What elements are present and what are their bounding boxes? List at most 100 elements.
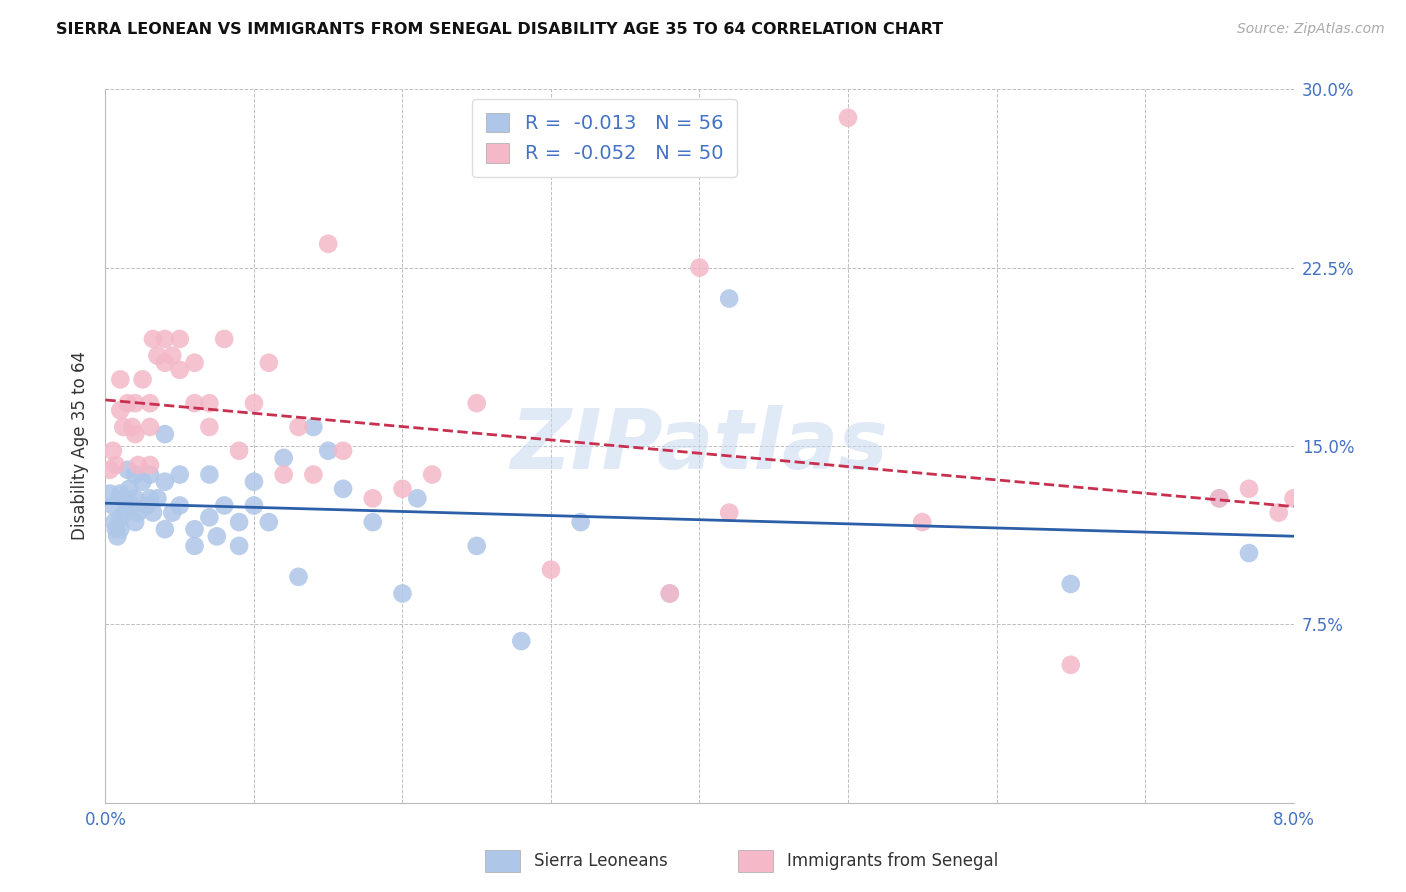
Point xyxy=(169,499,191,513)
Point xyxy=(689,260,711,275)
Point xyxy=(117,463,139,477)
Point xyxy=(406,491,429,506)
Point xyxy=(1267,506,1289,520)
Point xyxy=(124,427,146,442)
Point xyxy=(287,420,309,434)
Point xyxy=(316,443,339,458)
Point xyxy=(131,475,153,489)
Point xyxy=(465,539,488,553)
Point xyxy=(837,111,859,125)
Point xyxy=(146,349,169,363)
Point xyxy=(142,332,165,346)
Point xyxy=(420,467,443,482)
Point xyxy=(465,396,488,410)
Point xyxy=(117,396,139,410)
Point xyxy=(142,506,165,520)
Point xyxy=(332,443,354,458)
Point xyxy=(332,482,354,496)
Point xyxy=(183,522,205,536)
Point xyxy=(139,420,162,434)
Point xyxy=(243,396,266,410)
Text: ZIPatlas: ZIPatlas xyxy=(510,406,889,486)
Point xyxy=(131,372,153,386)
Point xyxy=(153,356,176,370)
Point xyxy=(228,515,250,529)
Point xyxy=(257,356,280,370)
Point xyxy=(361,491,384,506)
Point xyxy=(273,467,295,482)
Point xyxy=(391,586,413,600)
Point xyxy=(98,486,121,500)
Point xyxy=(169,332,191,346)
Text: Source: ZipAtlas.com: Source: ZipAtlas.com xyxy=(1237,22,1385,37)
Point xyxy=(114,506,136,520)
Point xyxy=(510,634,533,648)
Point xyxy=(198,396,221,410)
Point xyxy=(153,475,176,489)
Point xyxy=(243,499,266,513)
Point xyxy=(1208,491,1230,506)
Point xyxy=(273,450,295,465)
Point xyxy=(101,499,124,513)
Point xyxy=(110,522,132,536)
Point xyxy=(146,491,169,506)
Point xyxy=(718,506,741,520)
Point xyxy=(121,420,143,434)
Point xyxy=(1237,546,1260,560)
Point xyxy=(124,396,146,410)
Point xyxy=(183,539,205,553)
Point xyxy=(110,403,132,417)
Point xyxy=(139,396,162,410)
Point xyxy=(162,506,184,520)
Point xyxy=(243,475,266,489)
Point xyxy=(1060,577,1083,591)
Point xyxy=(104,458,127,472)
Legend: R =  -0.013   N = 56, R =  -0.052   N = 50: R = -0.013 N = 56, R = -0.052 N = 50 xyxy=(472,99,737,177)
Point xyxy=(1282,491,1305,506)
Point xyxy=(110,510,132,524)
Point xyxy=(98,463,121,477)
Point xyxy=(1208,491,1230,506)
Point xyxy=(112,420,135,434)
Point xyxy=(183,356,205,370)
Point xyxy=(104,522,127,536)
Point xyxy=(153,427,176,442)
Point xyxy=(169,363,191,377)
Point xyxy=(391,482,413,496)
Point xyxy=(121,499,143,513)
Point xyxy=(287,570,309,584)
Point xyxy=(153,332,176,346)
Point xyxy=(205,529,228,543)
Point xyxy=(169,467,191,482)
Point xyxy=(124,467,146,482)
Point xyxy=(101,443,124,458)
Text: SIERRA LEONEAN VS IMMIGRANTS FROM SENEGAL DISABILITY AGE 35 TO 64 CORRELATION CH: SIERRA LEONEAN VS IMMIGRANTS FROM SENEGA… xyxy=(56,22,943,37)
Point xyxy=(569,515,592,529)
Point xyxy=(1060,657,1083,672)
Point xyxy=(103,515,125,529)
Point xyxy=(316,236,339,251)
Point xyxy=(540,563,562,577)
Point xyxy=(139,458,162,472)
Point xyxy=(214,499,236,513)
Point xyxy=(228,539,250,553)
Point xyxy=(124,515,146,529)
Point xyxy=(110,372,132,386)
Point xyxy=(911,515,934,529)
Point xyxy=(183,396,205,410)
Point xyxy=(139,467,162,482)
Point xyxy=(198,420,221,434)
Point xyxy=(127,506,149,520)
Point xyxy=(302,467,325,482)
Point xyxy=(1237,482,1260,496)
Point xyxy=(361,515,384,529)
Text: Sierra Leoneans: Sierra Leoneans xyxy=(534,852,668,870)
Point xyxy=(124,491,146,506)
Point xyxy=(136,499,159,513)
Point xyxy=(153,522,176,536)
Point xyxy=(118,482,141,496)
Point xyxy=(658,586,681,600)
Point xyxy=(112,491,135,506)
Point xyxy=(162,349,184,363)
Y-axis label: Disability Age 35 to 64: Disability Age 35 to 64 xyxy=(72,351,90,541)
